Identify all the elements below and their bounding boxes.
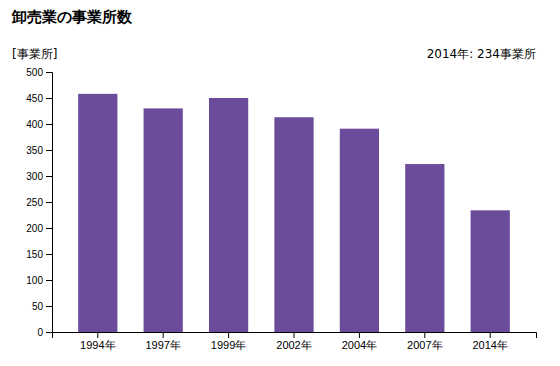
x-tick-label: 2014年 [472,339,507,351]
axis-line [46,73,53,333]
y-tick-label: 350 [26,145,43,156]
bars [78,94,510,332]
x-tick-mark [490,332,491,338]
y-axis-label: [事業所] [12,47,57,61]
y-tick: 500 [26,67,52,78]
y-tick: 100 [26,275,52,286]
x-tick-mark [294,332,295,338]
y-tick: 0 [37,327,52,338]
bar [471,210,510,332]
y-tick-mark [46,280,52,281]
y-tick-label: 150 [26,249,43,260]
y-tick-mark [46,202,52,203]
y-tick-label: 500 [26,67,43,78]
y-tick: 150 [26,249,52,260]
x-tick-label: 1999年 [211,339,246,351]
y-tick-label: 450 [26,93,43,104]
y-tick-mark [46,228,52,229]
annotation: 2014年: 234事業所 [427,47,536,61]
y-tick-label: 100 [26,275,43,286]
y-tick-label: 250 [26,197,43,208]
x-tick-mark [359,332,360,338]
x-tick-mark [424,332,425,338]
y-tick-mark [46,150,52,151]
x-tick-label: 2004年 [342,339,377,351]
x-tick-label: 2002年 [276,339,311,351]
x-tick-mark [97,332,98,338]
y-tick: 250 [26,197,52,208]
plot-area: 1994年 1997年 1999年 2002年 2004年 2007年 2014年 0 50 10… [26,67,536,351]
y-tick-label: 50 [32,301,44,312]
bar [78,94,117,332]
chart-root: 1994年 1997年 1999年 2002年 2004年 2007年 2014年 0 50 10… [0,0,560,366]
x-tick: 1997年 [145,332,180,351]
bar [340,129,379,332]
y-tick: 400 [26,119,52,130]
bar [144,108,183,332]
y-tick-label: 400 [26,119,43,130]
x-axis: 1994年 1997年 1999年 2002年 2004年 2007年 2014年 [53,332,537,351]
y-tick-mark [46,332,52,333]
y-tick: 350 [26,145,52,156]
y-tick: 200 [26,223,52,234]
y-tick-mark [46,72,52,73]
x-tick-mark [163,332,164,338]
y-tick-label: 0 [37,327,43,338]
x-tick: 2007年 [407,332,442,351]
x-tick-mark [228,332,229,338]
bar [209,98,248,332]
x-tick: 2002年 [276,332,311,351]
y-tick: 300 [26,171,52,182]
y-tick-mark [46,254,52,255]
x-tick-label: 1994年 [80,339,115,351]
x-tick: 1999年 [211,332,246,351]
axis-line [53,333,537,339]
y-tick-mark [46,306,52,307]
y-tick-mark [46,98,52,99]
y-tick: 50 [32,301,52,312]
y-tick-mark [46,124,52,125]
x-tick: 2004年 [342,332,377,351]
x-tick: 2014年 [472,332,507,351]
title: 卸売業の事業所数 [11,8,133,26]
bar [274,117,313,332]
x-tick-label: 2007年 [407,339,442,351]
y-tick-label: 200 [26,223,43,234]
x-tick-label: 1997年 [145,339,180,351]
x-tick: 1994年 [80,332,115,351]
y-axis: 0 50 100 150 200 250 300 350 400 450 500 [26,67,52,338]
y-tick-mark [46,176,52,177]
y-tick: 450 [26,93,52,104]
bar [405,164,444,332]
y-tick-label: 300 [26,171,43,182]
